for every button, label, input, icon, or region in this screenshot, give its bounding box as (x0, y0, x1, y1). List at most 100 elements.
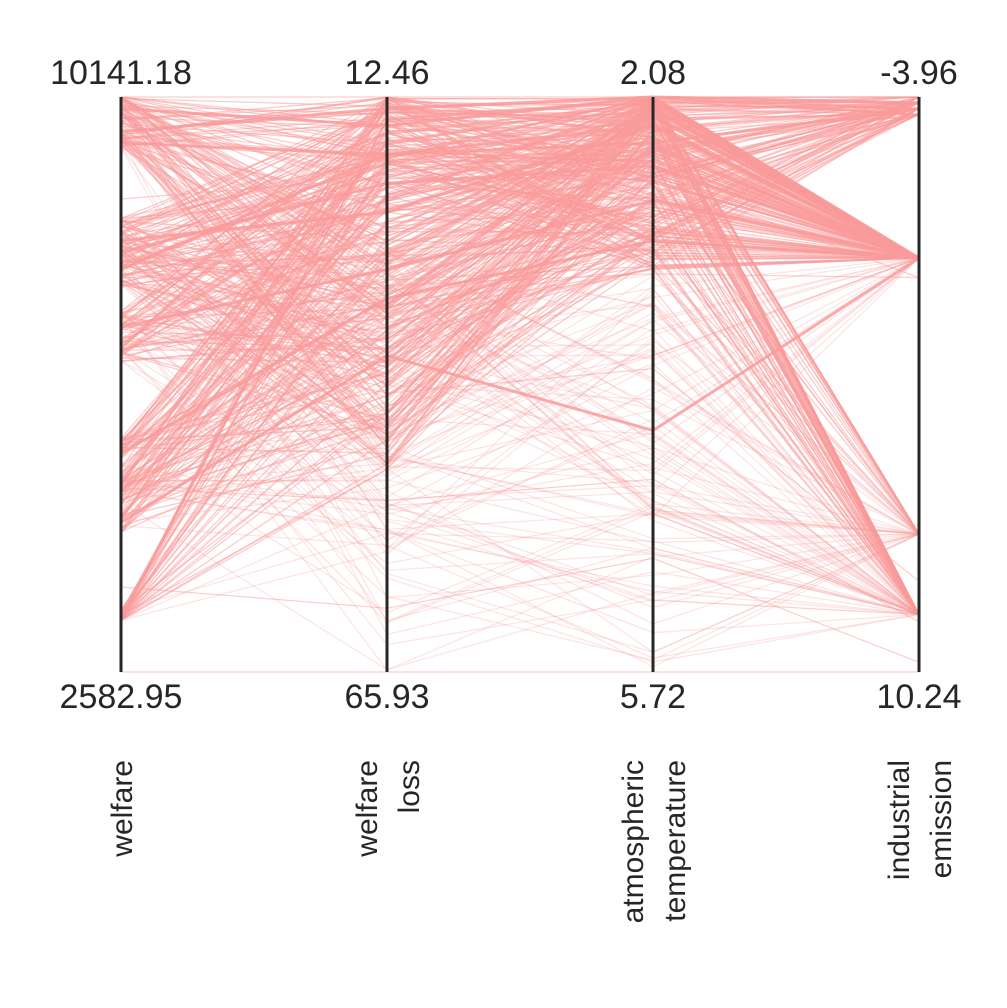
axis-top-label-welfare-loss: 12.46 (344, 54, 429, 92)
polyline-highlight (120, 256, 920, 524)
polyline (120, 266, 920, 622)
polyline (120, 360, 920, 616)
polyline (120, 277, 920, 616)
axis-name-industrial-emission-line1: industrial (883, 760, 916, 880)
polyline (120, 112, 920, 615)
polyline (120, 113, 920, 621)
polyline (120, 136, 920, 540)
polyline (120, 96, 920, 315)
polyline (120, 232, 920, 460)
polyline (120, 113, 920, 389)
polyline (120, 129, 920, 443)
polyline (120, 491, 920, 668)
polyline (120, 97, 920, 259)
polyline (120, 123, 920, 615)
polyline (120, 246, 920, 535)
polyline (120, 303, 920, 615)
polyline (120, 257, 920, 429)
polyline (120, 238, 920, 438)
polyline (120, 249, 920, 615)
polyline (120, 349, 920, 661)
polyline (120, 112, 920, 395)
polyline (120, 386, 920, 621)
polyline (120, 257, 920, 620)
polylines-group (120, 95, 920, 673)
polyline (120, 491, 920, 621)
polyline (120, 102, 920, 237)
polyline (120, 479, 920, 544)
polyline (120, 257, 920, 621)
axis-top-label-atmospheric-temperature: 2.08 (620, 54, 686, 92)
polyline (120, 525, 920, 659)
axis-bottom-label-atmospheric-temperature: 5.72 (620, 678, 686, 716)
polyline-representative (120, 259, 920, 287)
polyline (120, 134, 920, 431)
polyline (120, 348, 920, 624)
polyline (120, 257, 920, 509)
polyline (120, 159, 920, 615)
polyline (120, 186, 920, 615)
polyline (120, 141, 920, 259)
polyline (120, 467, 920, 654)
polyline (120, 384, 920, 618)
polyline-highlight (120, 95, 920, 260)
polyline (120, 320, 920, 615)
polyline (120, 349, 920, 615)
polyline-representative (120, 177, 920, 279)
polyline (120, 293, 920, 615)
polyline (120, 96, 920, 259)
polyline-highlight (120, 239, 920, 455)
polyline (120, 244, 920, 279)
axis-name-atmospheric-temperature-line2: temperature (659, 760, 692, 922)
axis-bottom-label-welfare-loss: 65.93 (344, 678, 429, 716)
polyline-highlight (120, 199, 920, 329)
polyline (120, 532, 920, 616)
polyline (120, 186, 920, 469)
polyline (120, 102, 920, 387)
polyline (120, 250, 920, 459)
polyline (120, 96, 920, 535)
polyline (120, 132, 920, 382)
polyline-highlight (120, 124, 920, 260)
polyline (120, 315, 920, 671)
polyline (120, 161, 920, 535)
polyline (120, 279, 920, 542)
polyline (120, 310, 920, 663)
polyline (120, 245, 920, 615)
polyline (120, 99, 920, 345)
polyline-highlight (120, 164, 920, 260)
polyline (120, 116, 920, 259)
axis-top-label-welfare: 10141.18 (50, 54, 192, 92)
polyline (120, 296, 920, 616)
polyline (120, 108, 920, 484)
polyline (120, 131, 920, 612)
polyline (120, 154, 920, 482)
axis-name-welfare-loss-line2: loss (393, 760, 426, 813)
polyline (120, 102, 920, 290)
polyline (120, 369, 920, 616)
polyline (120, 121, 920, 535)
polyline (120, 315, 920, 615)
polyline-representative (120, 335, 920, 582)
polyline (120, 121, 920, 616)
polyline (120, 502, 920, 671)
axis-name-welfare: welfare (106, 760, 139, 858)
polyline (120, 302, 920, 615)
polyline (120, 96, 920, 621)
polyline-representative (120, 478, 920, 623)
polyline (120, 96, 920, 535)
polyline-highlight (120, 95, 920, 133)
polyline (120, 102, 920, 447)
polyline (120, 150, 920, 615)
polyline (120, 283, 920, 615)
polyline-representative (120, 557, 920, 663)
polyline (120, 441, 920, 614)
polyline (120, 146, 920, 623)
polyline (120, 257, 920, 523)
polyline (120, 316, 920, 646)
polyline (120, 418, 920, 615)
polyline-highlight (120, 107, 920, 271)
polyline (120, 247, 920, 493)
polyline (120, 251, 920, 615)
